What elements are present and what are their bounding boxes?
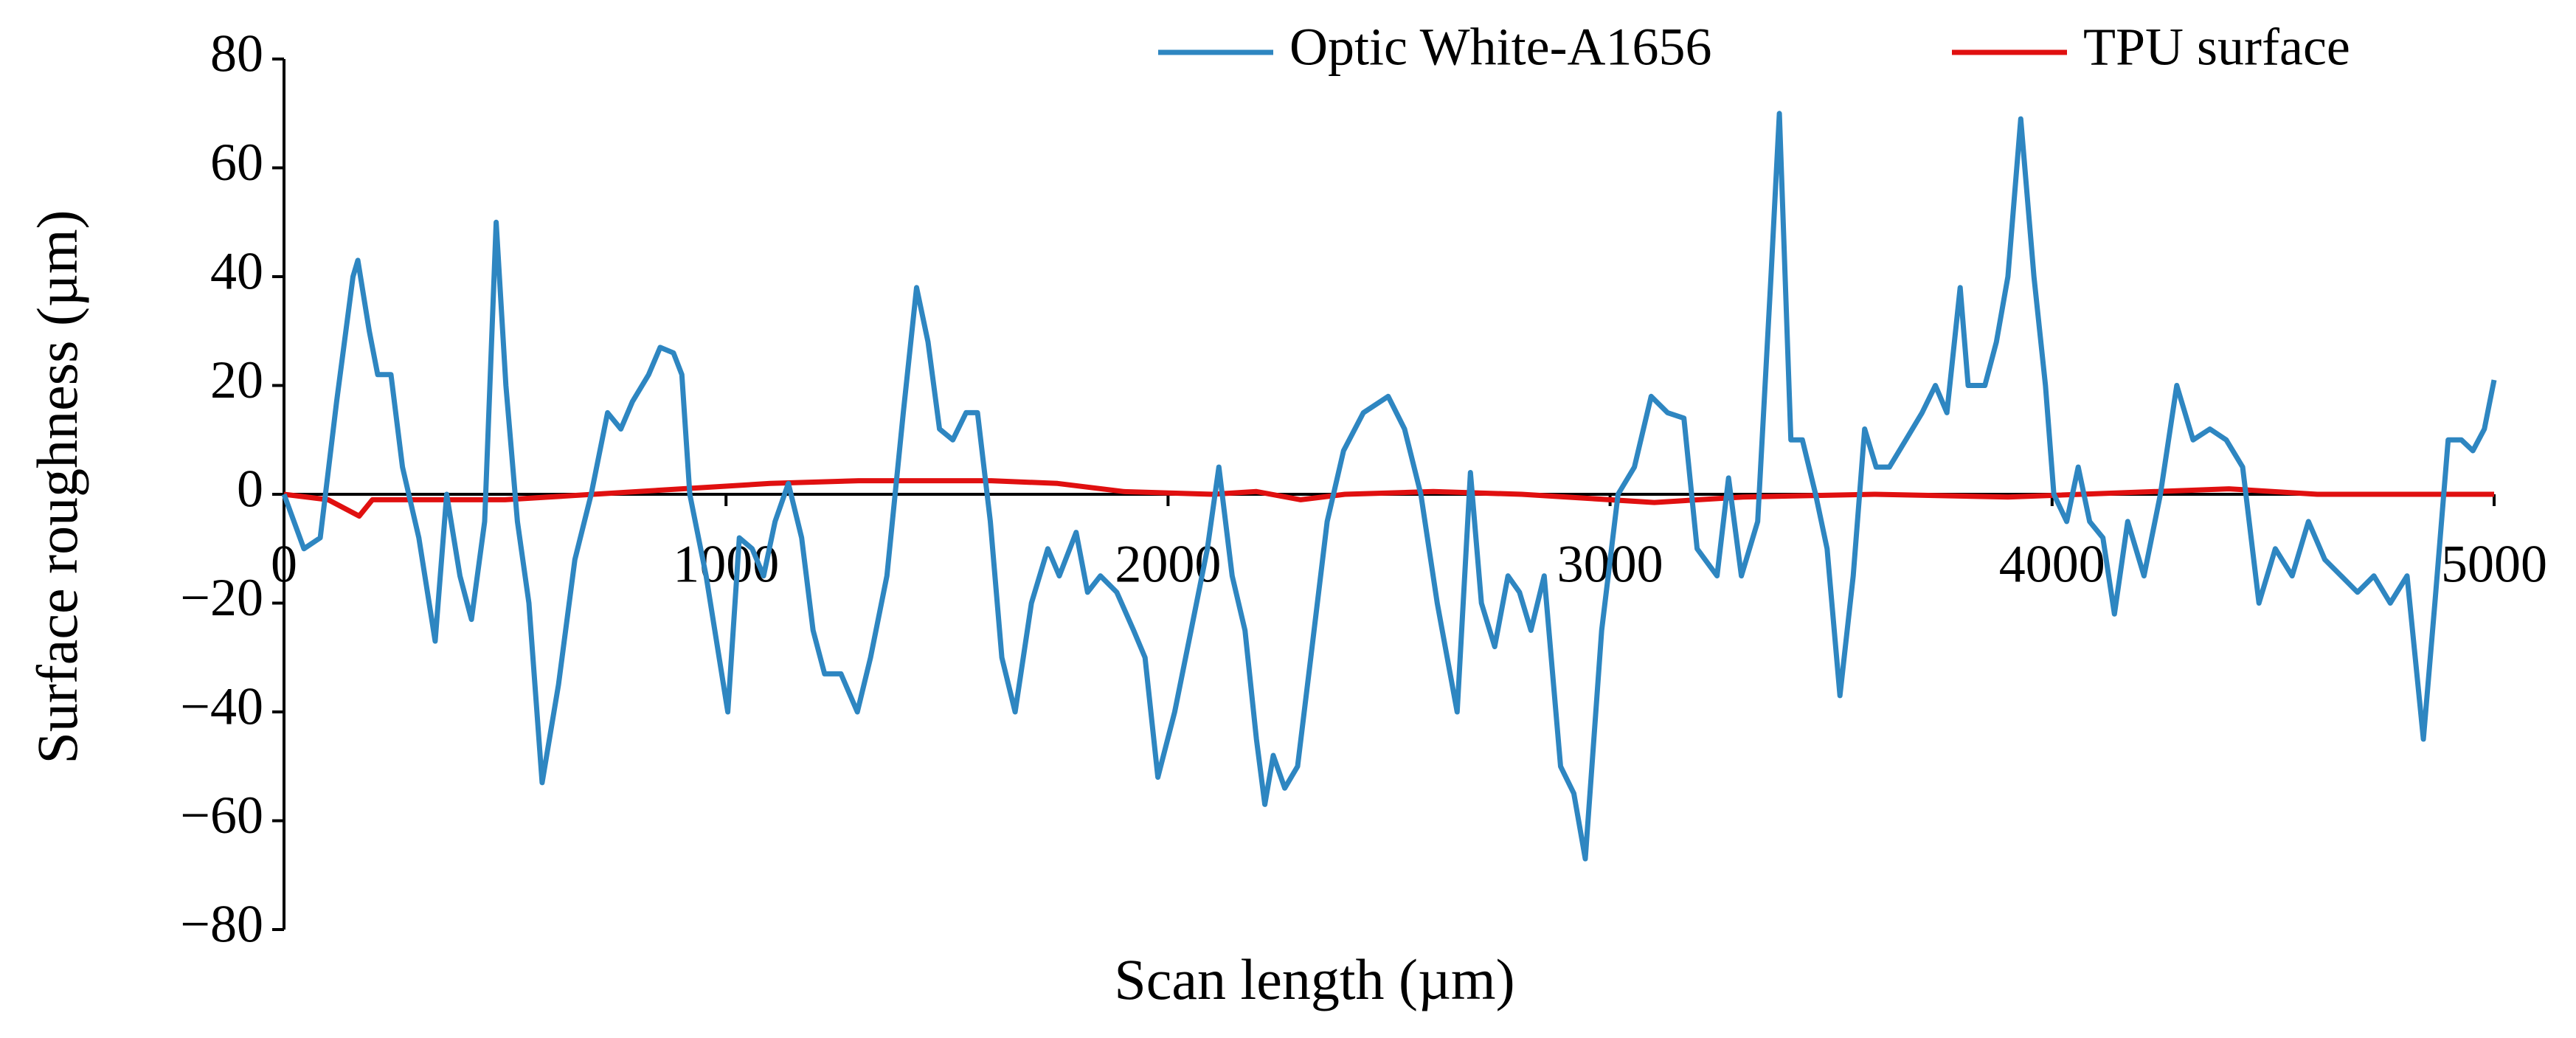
y-tick-label: −60 [180, 786, 263, 845]
x-axis-title: Scan length (µm) [1114, 947, 1514, 1011]
x-tick-label: 0 [271, 535, 297, 594]
x-tick-label: 1000 [673, 535, 779, 594]
y-tick-label: 80 [210, 24, 263, 83]
y-tick-label: 0 [237, 460, 263, 519]
y-tick-label: 40 [210, 242, 263, 301]
y-tick-label: −40 [180, 677, 263, 736]
series-line [281, 111, 2497, 862]
y-tick-label: 60 [210, 133, 263, 192]
series-line [283, 478, 2494, 519]
x-tick-label: 5000 [2441, 535, 2547, 594]
y-axis-title: Surface roughness (µm) [25, 210, 89, 764]
y-tick-label: −80 [180, 895, 263, 954]
x-tick-label: 4000 [1999, 535, 2105, 594]
y-tick-label: 20 [210, 350, 263, 409]
y-tick-label: −20 [180, 568, 263, 627]
legend-label: Optic White-A1656 [1289, 18, 1712, 77]
legend-label: TPU surface [2083, 18, 2350, 77]
